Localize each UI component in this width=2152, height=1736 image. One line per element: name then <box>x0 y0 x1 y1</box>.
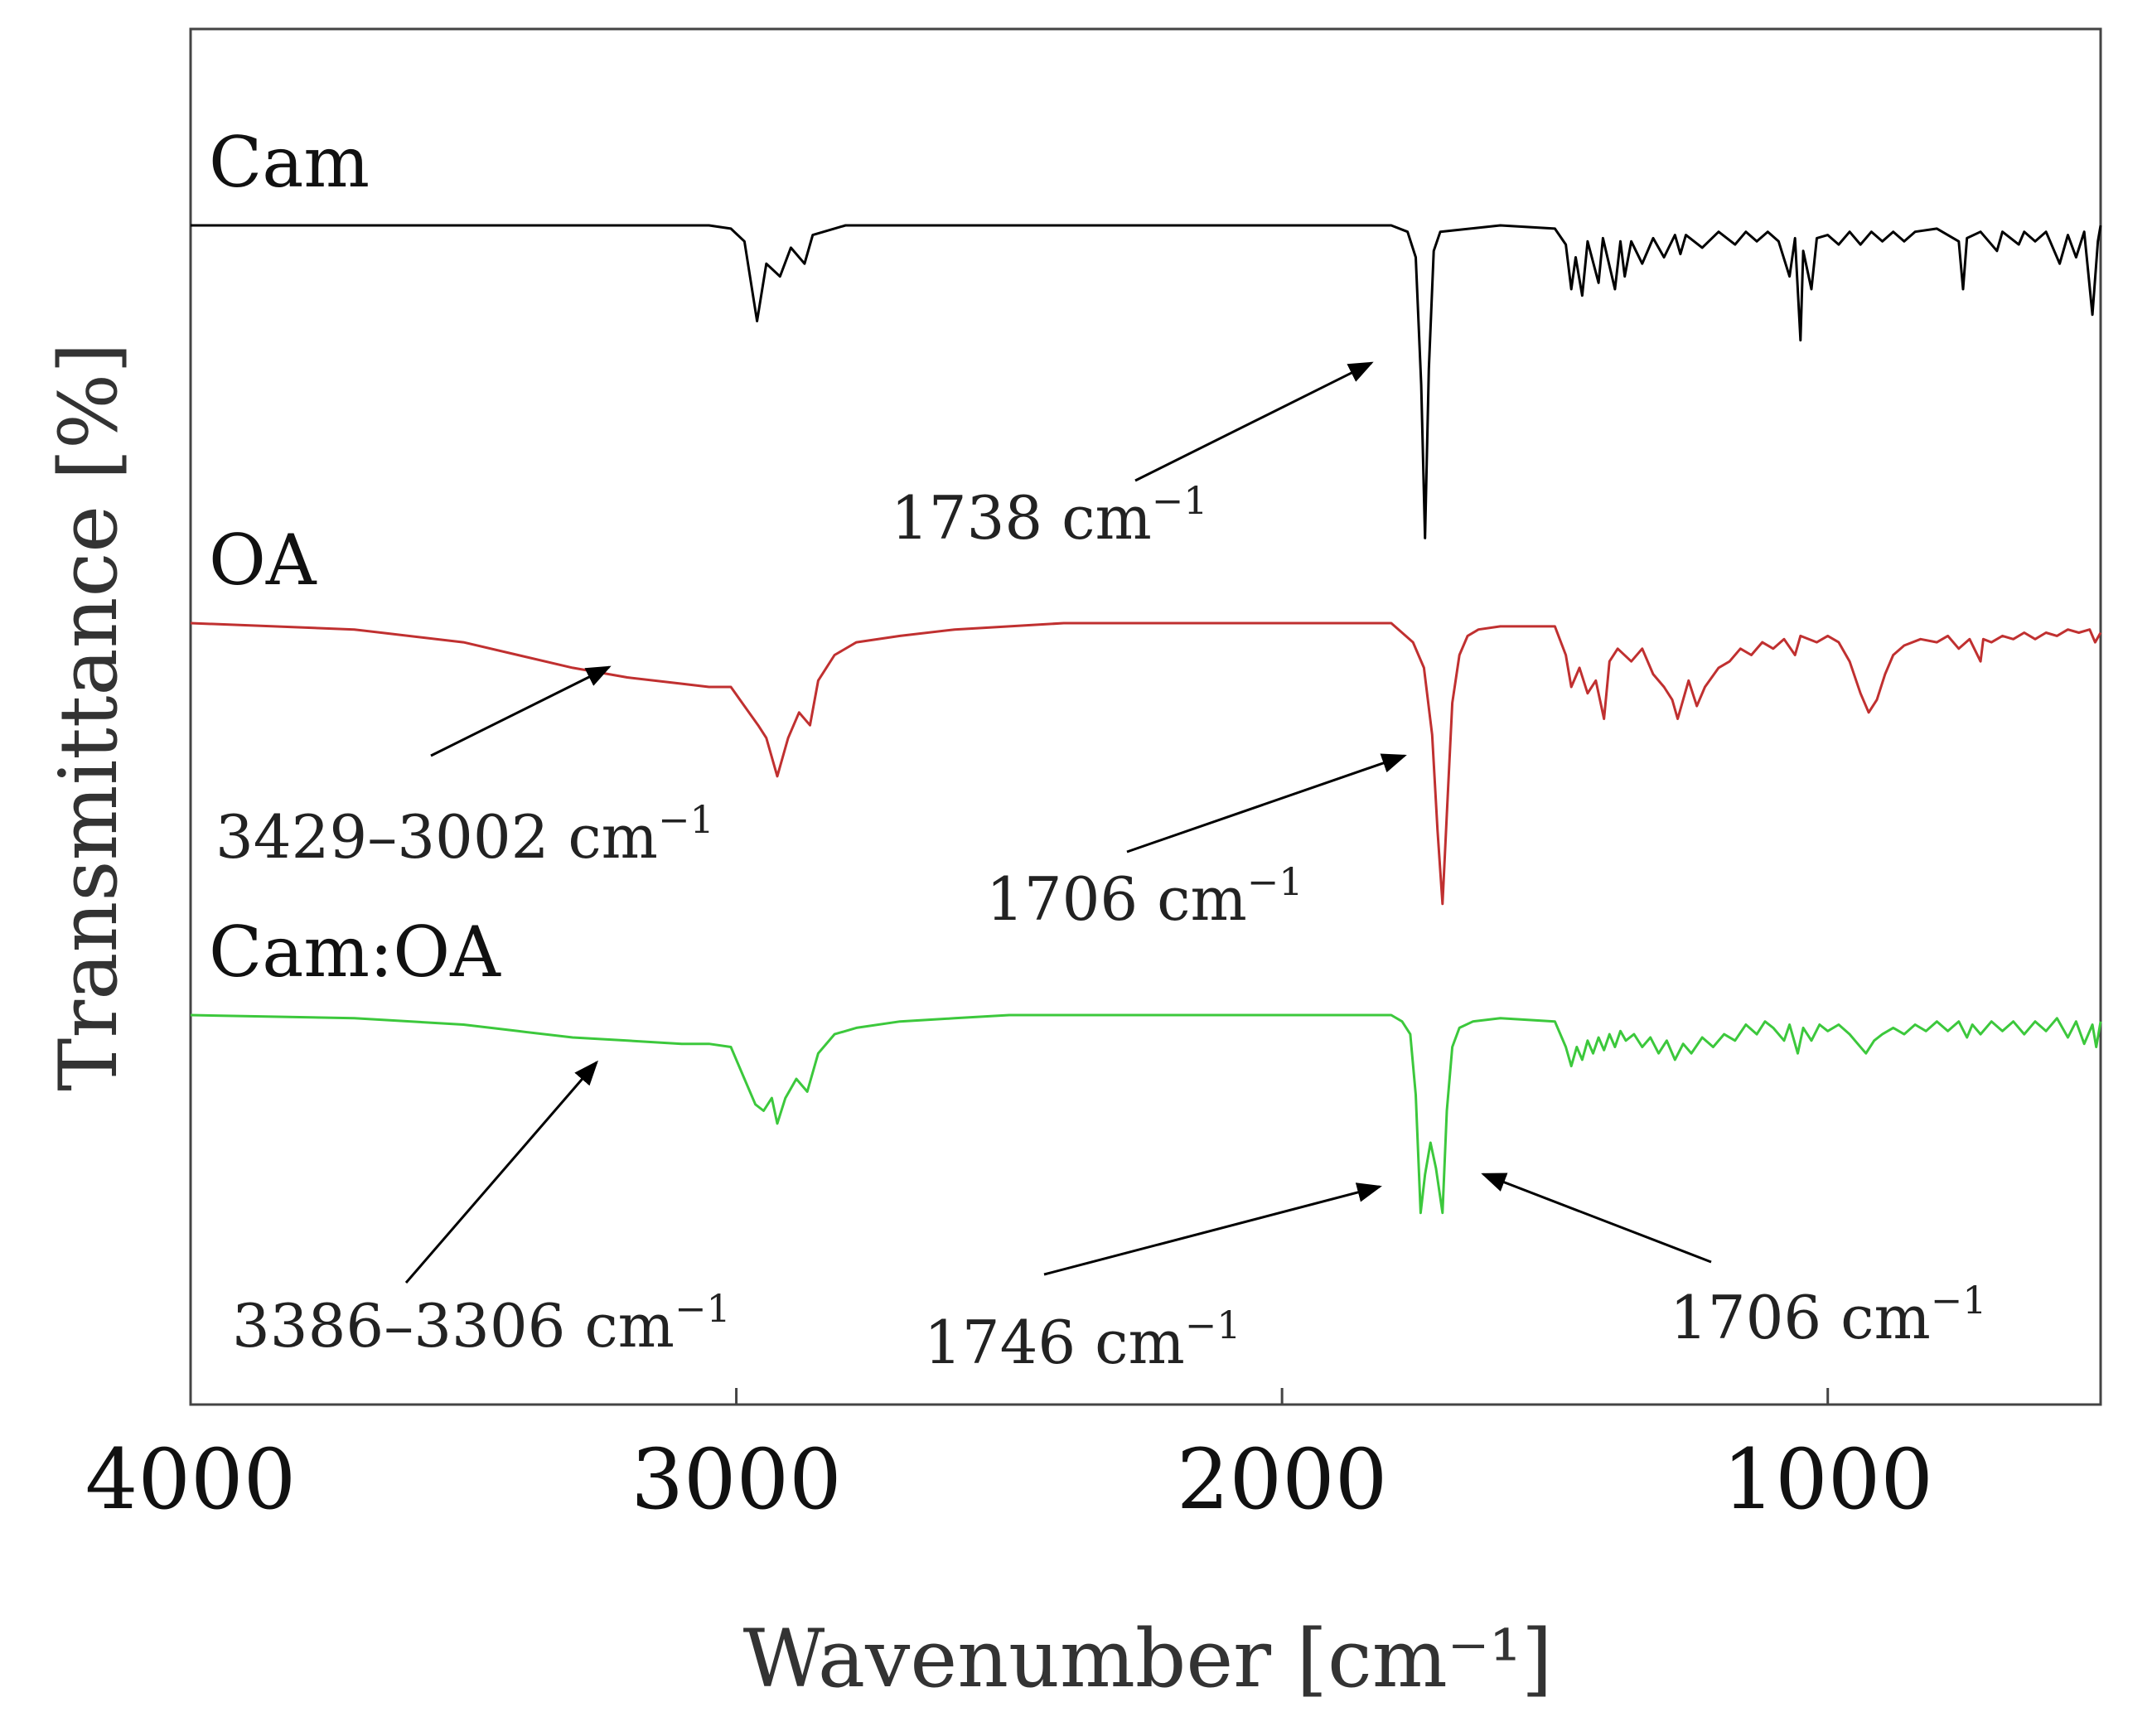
x-tick-label-4000: 4000 <box>85 1431 297 1528</box>
x-axis-title: Wavenumber [cm⁻¹] <box>743 1613 1553 1705</box>
annotation-arrow-1 <box>1134 361 1374 482</box>
series-label-cam-oa: Cam:OA <box>209 912 501 993</box>
series-line-cam-oa <box>190 1013 2102 1215</box>
series-line-cam <box>191 224 2102 539</box>
annotation-layer: 1738 cm−1 3429–3002 cm−1 1706 cm−1 3386–330… <box>215 361 1987 1377</box>
series-label-cam: Cam <box>209 122 370 203</box>
series-labels: Cam OA Cam:OA <box>209 122 501 993</box>
series-line-oa <box>190 621 2102 906</box>
annotation-arrow-4 <box>404 1060 598 1284</box>
plot-frame <box>189 27 2102 1406</box>
annotation-label-5: 1746 cm−1 <box>924 1303 1241 1377</box>
annotation-arrow-3 <box>1126 753 1407 853</box>
x-tick-label-3000: 3000 <box>631 1431 842 1528</box>
annotation-label-4: 3386–3306 cm−1 <box>232 1286 731 1361</box>
series-layer <box>190 224 2102 1215</box>
y-axis-title: Transmittance [%] <box>42 342 135 1090</box>
series-label-oa: OA <box>209 520 317 601</box>
x-tick-label-1000: 1000 <box>1722 1431 1933 1528</box>
annotation-label-1: 1738 cm−1 <box>891 478 1208 553</box>
annotation-label-2: 3429–3002 cm−1 <box>215 797 714 872</box>
annotation-arrow-6 <box>1481 1173 1712 1264</box>
annotation-arrow-5 <box>1043 1182 1382 1276</box>
annotation-arrow-2 <box>430 665 612 757</box>
x-tick-label-2000: 2000 <box>1177 1431 1388 1528</box>
annotation-label-3: 1706 cm−1 <box>986 859 1303 934</box>
annotation-label-6: 1706 cm−1 <box>1670 1278 1987 1352</box>
x-axis-ticks: 4000 3000 2000 1000 <box>85 1388 1933 1528</box>
